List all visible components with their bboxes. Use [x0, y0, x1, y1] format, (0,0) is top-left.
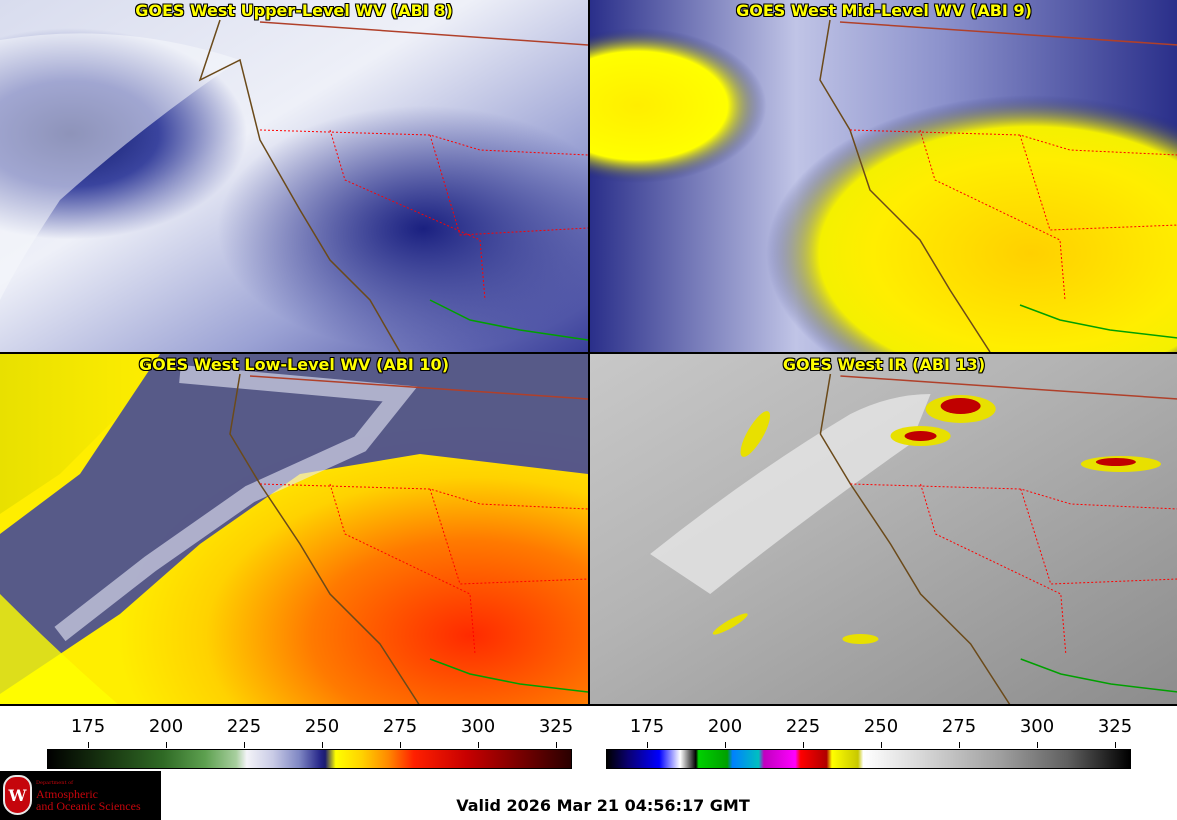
tick-mark: [1115, 742, 1116, 748]
tick-mark: [166, 742, 167, 748]
tick-label: 225: [226, 716, 262, 737]
panel-title: GOES West Upper-Level WV (ABI 8): [135, 1, 453, 20]
tick-label: 275: [941, 716, 977, 737]
tick-mark: [478, 742, 479, 748]
panel-ir: GOES West IR (ABI 13): [590, 354, 1177, 706]
tick-mark: [88, 742, 89, 748]
tick-label: 200: [707, 716, 743, 737]
tick-mark: [556, 742, 557, 748]
panel-title: GOES West Low-Level WV (ABI 10): [138, 355, 449, 374]
tick-label: 200: [148, 716, 184, 737]
panel-low-level-wv: GOES West Low-Level WV (ABI 10): [0, 354, 588, 706]
logo-name-line2: and Oceanic Sciences: [36, 799, 141, 813]
logo-dept-text: Department of: [36, 780, 73, 786]
tick-label: 175: [629, 716, 665, 737]
logo-name-line1: Atmospheric: [36, 787, 98, 801]
tick-mark: [400, 742, 401, 748]
panel-upper-level-wv: GOES West Upper-Level WV (ABI 8): [0, 0, 588, 352]
colorbar-wv: 175 200 225 250 275 300 325: [47, 716, 574, 772]
colorbar-gradient: [47, 749, 572, 769]
tick-mark: [647, 742, 648, 748]
panel-title: GOES West Mid-Level WV (ABI 9): [736, 1, 1032, 20]
tick-label: 225: [785, 716, 821, 737]
tick-label: 250: [304, 716, 340, 737]
tick-mark: [725, 742, 726, 748]
panel-title: GOES West IR (ABI 13): [782, 355, 986, 374]
satellite-wv-image: [590, 0, 1177, 352]
tick-label: 325: [1097, 716, 1133, 737]
panel-mid-level-wv: GOES West Mid-Level WV (ABI 9): [590, 0, 1177, 352]
tick-label: 250: [863, 716, 899, 737]
colorbar-gradient: [606, 749, 1131, 769]
tick-mark: [881, 742, 882, 748]
tick-mark: [803, 742, 804, 748]
tick-mark: [244, 742, 245, 748]
aos-logo[interactable]: W Department of Atmospheric and Oceanic …: [0, 771, 161, 820]
uw-seal-icon: W: [3, 775, 32, 815]
colorbar-ticks: 175 200 225 250 275 300 325: [47, 716, 574, 740]
satellite-wv-image: [0, 0, 588, 352]
tick-mark: [959, 742, 960, 748]
satellite-wv-image: [0, 354, 588, 706]
tick-mark: [1037, 742, 1038, 748]
satellite-ir-image: [590, 354, 1177, 706]
tick-label: 300: [1019, 716, 1055, 737]
panel-divider-horizontal: [0, 352, 1177, 354]
valid-time: Valid 2026 Mar 21 04:56:17 GMT: [456, 796, 750, 815]
tick-mark: [322, 742, 323, 748]
tick-label: 325: [538, 716, 574, 737]
colorbar-ir: 175 200 225 250 275 300 325: [606, 716, 1133, 772]
tick-label: 175: [70, 716, 106, 737]
tick-label: 275: [382, 716, 418, 737]
panel-bottom-border: [0, 704, 1177, 706]
colorbar-ticks: 175 200 225 250 275 300 325: [606, 716, 1133, 740]
tick-label: 300: [460, 716, 496, 737]
